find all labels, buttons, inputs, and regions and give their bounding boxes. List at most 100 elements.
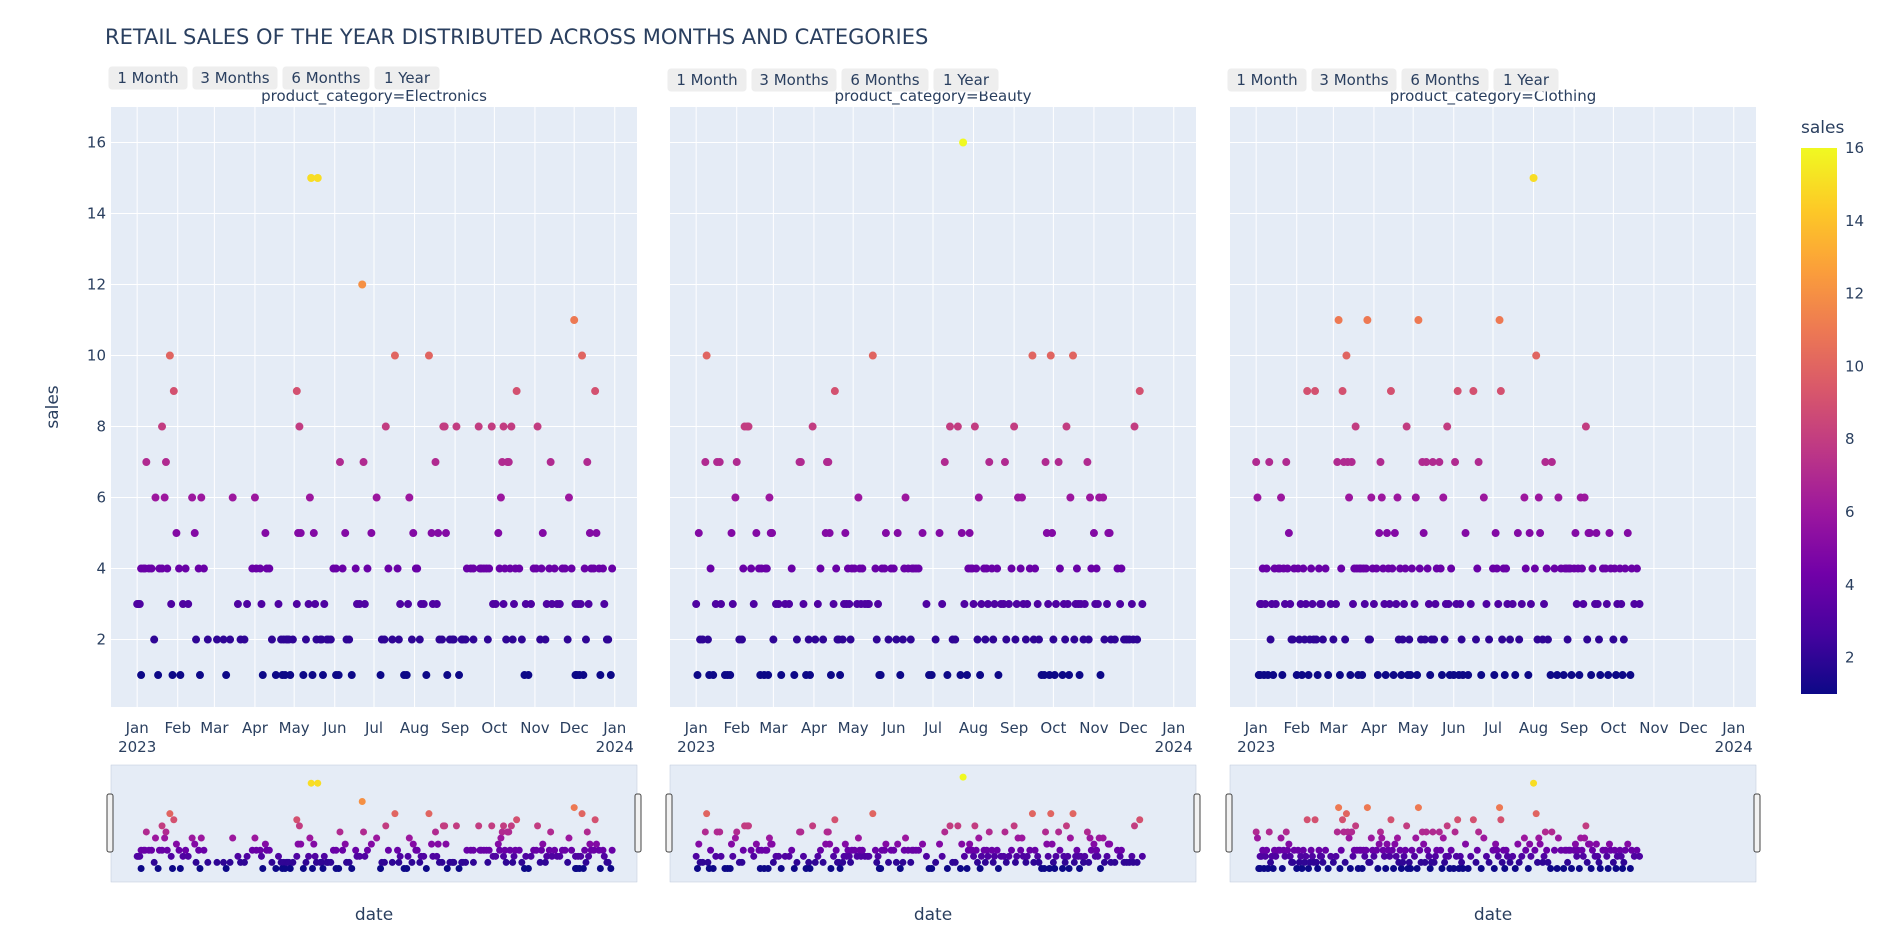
data-point[interactable]: [1093, 600, 1102, 609]
data-point[interactable]: [1547, 458, 1556, 467]
data-point[interactable]: [1337, 564, 1346, 573]
data-point[interactable]: [918, 529, 927, 538]
data-point[interactable]: [1333, 458, 1342, 467]
data-point[interactable]: [1580, 493, 1589, 502]
data-point[interactable]: [203, 635, 212, 644]
data-point[interactable]: [765, 493, 774, 502]
data-point[interactable]: [951, 635, 960, 644]
data-point[interactable]: [596, 671, 605, 680]
data-point[interactable]: [889, 564, 898, 573]
data-point[interactable]: [1031, 564, 1040, 573]
data-point[interactable]: [806, 671, 815, 680]
data-point[interactable]: [359, 458, 368, 467]
data-point[interactable]: [1054, 458, 1063, 467]
data-point[interactable]: [898, 635, 907, 644]
data-point[interactable]: [892, 635, 901, 644]
data-point[interactable]: [367, 529, 376, 538]
data-point[interactable]: [1130, 422, 1139, 431]
data-point[interactable]: [1055, 564, 1064, 573]
data-point[interactable]: [792, 635, 801, 644]
data-point[interactable]: [384, 564, 393, 573]
data-point[interactable]: [405, 493, 414, 502]
data-point[interactable]: [441, 529, 450, 538]
data-point[interactable]: [469, 635, 478, 644]
data-point[interactable]: [135, 600, 144, 609]
data-point[interactable]: [335, 458, 344, 467]
data-point[interactable]: [1482, 600, 1491, 609]
data-point[interactable]: [1440, 635, 1449, 644]
data-point[interactable]: [313, 174, 322, 183]
data-point[interactable]: [1536, 529, 1545, 538]
data-point[interactable]: [872, 635, 881, 644]
data-point[interactable]: [424, 351, 433, 360]
data-point[interactable]: [1540, 600, 1549, 609]
data-point[interactable]: [409, 529, 418, 538]
data-point[interactable]: [1069, 351, 1078, 360]
data-point[interactable]: [1517, 600, 1526, 609]
data-point[interactable]: [1304, 671, 1313, 680]
data-point[interactable]: [1061, 635, 1070, 644]
data-point[interactable]: [222, 671, 231, 680]
data-point[interactable]: [963, 671, 972, 680]
data-point[interactable]: [1089, 529, 1098, 538]
data-point[interactable]: [989, 635, 998, 644]
data-point[interactable]: [318, 671, 327, 680]
data-point[interactable]: [1366, 635, 1375, 644]
data-point[interactable]: [332, 564, 341, 573]
range-button[interactable]: 1 Year: [374, 66, 440, 90]
data-point[interactable]: [1496, 387, 1505, 396]
data-point[interactable]: [150, 635, 159, 644]
data-point[interactable]: [363, 564, 372, 573]
data-point[interactable]: [172, 529, 181, 538]
data-point[interactable]: [1581, 422, 1590, 431]
data-point[interactable]: [896, 671, 905, 680]
data-point[interactable]: [1318, 635, 1327, 644]
data-point[interactable]: [427, 529, 436, 538]
data-point[interactable]: [1369, 600, 1378, 609]
data-point[interactable]: [1451, 458, 1460, 467]
range-button[interactable]: 1 Month: [1227, 68, 1307, 92]
data-point[interactable]: [304, 600, 313, 609]
data-point[interactable]: [1609, 635, 1618, 644]
data-point[interactable]: [1474, 458, 1483, 467]
data-point[interactable]: [1424, 600, 1433, 609]
data-point[interactable]: [732, 458, 741, 467]
data-point[interactable]: [1635, 600, 1644, 609]
data-point[interactable]: [1262, 564, 1271, 573]
data-point[interactable]: [295, 422, 304, 431]
data-point[interactable]: [345, 635, 354, 644]
data-point[interactable]: [1529, 174, 1538, 183]
data-point[interactable]: [483, 635, 492, 644]
data-point[interactable]: [946, 422, 955, 431]
data-point[interactable]: [524, 671, 533, 680]
data-point[interactable]: [381, 422, 390, 431]
data-point[interactable]: [876, 671, 885, 680]
data-point[interactable]: [1498, 635, 1507, 644]
data-point[interactable]: [1466, 600, 1475, 609]
data-point[interactable]: [358, 280, 367, 289]
data-point[interactable]: [846, 635, 855, 644]
data-point[interactable]: [959, 138, 968, 147]
data-point[interactable]: [768, 529, 777, 538]
data-point[interactable]: [1541, 458, 1550, 467]
data-point[interactable]: [1033, 600, 1042, 609]
data-point[interactable]: [1321, 564, 1330, 573]
data-point[interactable]: [1312, 635, 1321, 644]
data-point[interactable]: [1075, 671, 1084, 680]
data-point[interactable]: [1084, 635, 1093, 644]
data-point[interactable]: [579, 671, 588, 680]
data-point[interactable]: [1419, 529, 1428, 538]
data-point[interactable]: [1133, 635, 1142, 644]
data-point[interactable]: [154, 671, 163, 680]
data-point[interactable]: [151, 493, 160, 502]
data-point[interactable]: [1437, 671, 1446, 680]
data-point[interactable]: [1360, 600, 1369, 609]
data-point[interactable]: [1447, 564, 1456, 573]
data-point[interactable]: [1342, 351, 1351, 360]
data-point[interactable]: [1345, 493, 1354, 502]
data-point[interactable]: [1110, 635, 1119, 644]
data-point[interactable]: [292, 387, 301, 396]
data-point[interactable]: [338, 564, 347, 573]
data-point[interactable]: [1618, 671, 1627, 680]
data-point[interactable]: [1563, 635, 1572, 644]
